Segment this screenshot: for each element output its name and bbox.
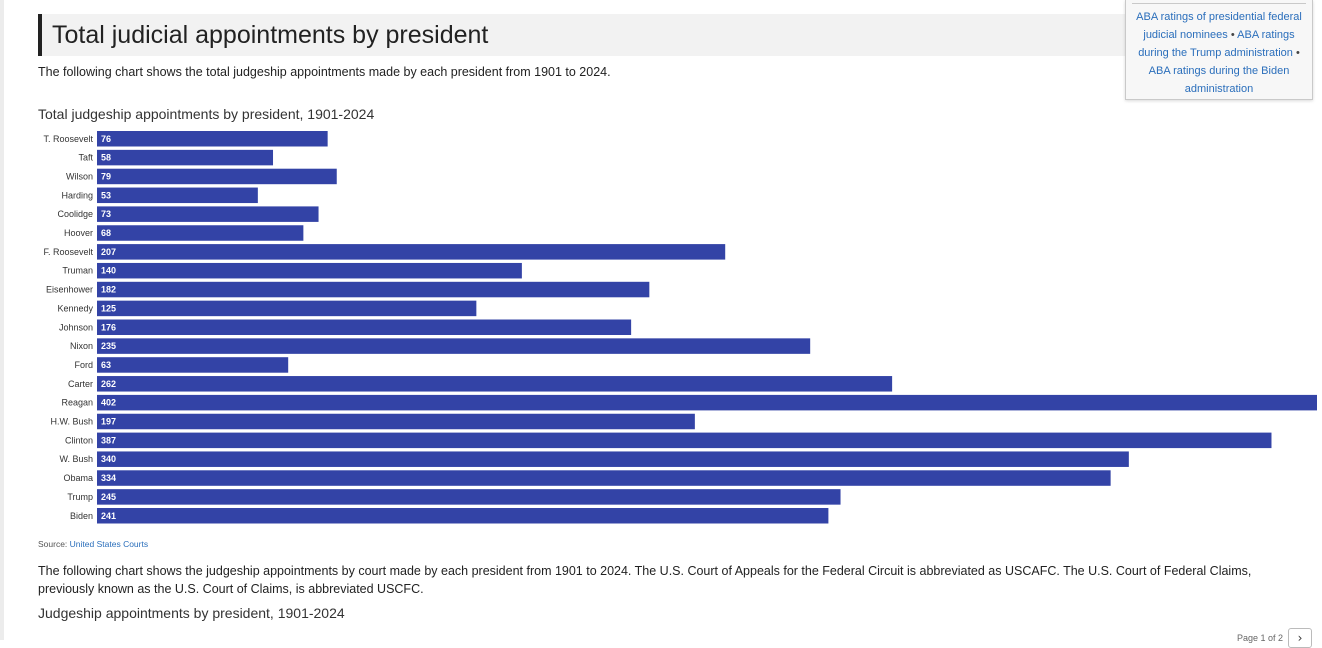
category-label: Nixon [70,341,93,351]
page-title: Total judicial appointments by president [52,21,489,49]
data-label: 262 [101,379,116,389]
category-label: Ford [74,360,93,370]
link-aba-ratings-nominees[interactable]: ABA ratings of presidential federal judi… [1136,11,1302,41]
category-label: F. Roosevelt [43,247,93,257]
data-label: 197 [101,417,116,427]
category-label: Harding [61,190,93,200]
link-aba-ratings-trump[interactable]: ABA ratings during the Trump administrat… [1138,29,1295,59]
bar[interactable] [97,262,522,279]
data-label: 176 [101,322,116,332]
bar-chart: T. Roosevelt 76 Taft 58 Wilson 79 Harding 53 Coo… [43,131,1317,524]
data-label: 68 [101,228,111,238]
data-label: 182 [101,285,116,295]
bar[interactable] [97,187,258,204]
bar[interactable] [97,432,1272,449]
bar[interactable] [97,206,319,222]
data-label: 241 [101,511,116,521]
pagination: Page 1 of 2 › [1237,628,1312,648]
chart-title: Total judgeship appointments by presiden… [38,106,375,122]
next-page-button[interactable]: › [1288,628,1312,648]
category-label: Hoover [64,228,93,238]
data-label: 63 [101,360,111,370]
link-aba-ratings-biden[interactable]: ABA ratings during the Biden administrat… [1148,65,1290,95]
data-label: 58 [101,153,111,163]
category-label: Carter [68,379,93,389]
link-separator: • [1230,29,1235,41]
bar[interactable] [97,281,650,298]
bar[interactable] [97,319,632,336]
data-label: 334 [101,473,116,483]
bar[interactable] [97,168,337,185]
category-label: Obama [63,473,93,483]
bar[interactable] [97,413,695,430]
bar[interactable] [97,508,829,524]
chevron-right-icon: › [1297,631,1303,645]
bar[interactable] [97,470,1111,486]
data-label: 340 [101,454,116,464]
chart2-title: Judgeship appointments by president, 190… [38,605,345,621]
category-label: Eisenhower [46,285,93,295]
category-label: Taft [78,153,93,163]
category-label: H.W. Bush [50,417,93,427]
link-separator: • [1295,47,1300,59]
category-label: Johnson [59,322,93,332]
data-label: 245 [101,492,116,502]
data-label: 125 [101,303,116,313]
category-label: Coolidge [57,209,93,219]
data-label: 235 [101,341,116,351]
category-label: Biden [70,511,93,521]
bar[interactable] [97,244,726,260]
chart2-description: The following chart shows the judgeship … [38,564,1252,596]
data-label: 140 [101,266,116,276]
left-edge [0,0,4,640]
category-label: Clinton [65,435,93,445]
category-label: Kennedy [57,303,93,313]
category-label: Truman [62,266,93,276]
data-label: 79 [101,171,111,181]
category-label: W. Bush [59,454,93,464]
category-label: Trump [67,492,93,502]
bar[interactable] [97,451,1129,467]
bar[interactable] [97,300,477,317]
bar[interactable] [97,225,304,241]
data-label: 207 [101,247,116,257]
bar[interactable] [97,149,274,166]
category-label: T. Roosevelt [43,134,93,144]
bar[interactable] [97,357,289,373]
bar[interactable] [97,338,811,354]
related-links-box: ABA ratings of presidential federal judi… [1125,0,1313,100]
source-note: Source: United States Courts [38,539,148,549]
section-heading: Total judicial appointments by president [38,14,1132,56]
page-indicator: Page 1 of 2 [1236,633,1283,643]
source-link[interactable]: United States Courts [69,539,149,549]
data-label: 387 [101,435,116,445]
bar[interactable] [97,376,893,392]
sidebox-divider [1132,3,1306,4]
bar[interactable] [97,131,328,147]
category-label: Reagan [61,398,93,408]
bar[interactable] [97,394,1317,411]
bar[interactable] [97,489,841,505]
category-label: Wilson [66,171,93,181]
source-label: Source: [38,539,68,549]
data-label: 73 [101,209,111,219]
intro-text: The following chart shows the total judg… [38,65,611,79]
data-label: 53 [101,190,111,200]
data-label: 402 [101,398,116,408]
data-label: 76 [101,134,111,144]
